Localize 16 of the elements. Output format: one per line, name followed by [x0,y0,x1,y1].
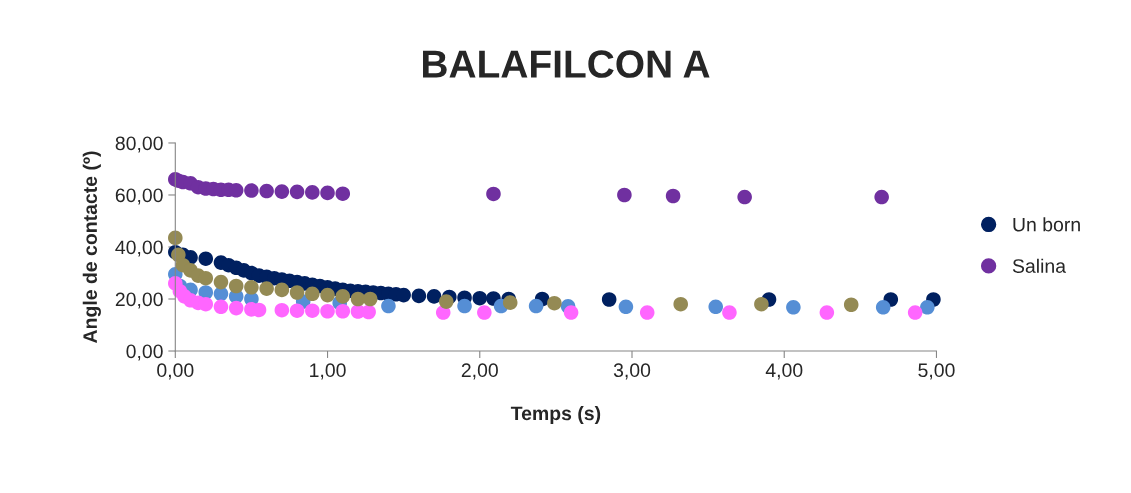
y-tick-label: 40,00 [115,240,163,257]
y-tick-label: 0,00 [126,344,163,361]
chart-title: BALAFILCON A [423,50,710,78]
x-tick-label: 4,00 [765,363,803,380]
y-tick-label: 60,00 [115,188,163,205]
x-tick-label: 5,00 [918,363,955,380]
x-tick-label: 2,00 [461,363,498,380]
x-tick-label: 0,00 [157,363,194,380]
x-tick-label: 1,00 [310,363,346,380]
y-axis-title: Angle de contacte (º) [82,151,101,343]
y-tick-label: 20,00 [115,292,163,309]
x-axis-title: Temps (s) [510,405,601,425]
y-tick-label: 80,00 [115,136,163,153]
x-tick-label: 3,00 [613,363,651,380]
legend-label: Salina [1012,258,1067,273]
legend-label: Un born [1013,217,1080,232]
